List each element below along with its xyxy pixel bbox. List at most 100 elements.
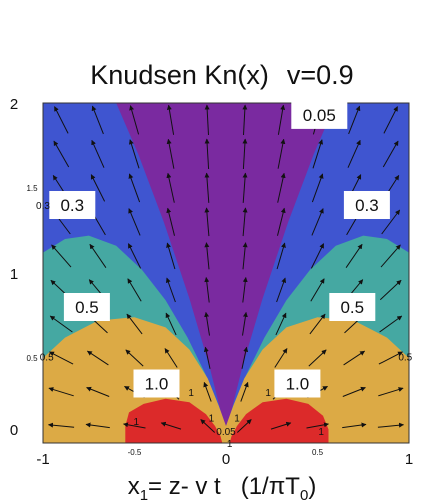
vector-arrow-90: [377, 422, 404, 428]
contour-level-label-box: [49, 191, 96, 219]
vector-arrow-95: [380, 244, 401, 268]
vector-arrow-45: [204, 242, 210, 270]
vector-arrow-92: [378, 351, 403, 365]
x-axis-label: x1= z- v t (1/πT0): [128, 473, 317, 503]
contour-edge-label-7: 1: [209, 414, 215, 425]
vector-arrow-78: [312, 139, 324, 169]
vector-arrow-32: [164, 348, 178, 368]
vector-arrow-10: [85, 422, 110, 429]
vector-arrow-35: [166, 242, 176, 270]
vector-arrow-46: [204, 207, 210, 237]
vector-arrow-0: [48, 422, 75, 428]
vector-arrow-17: [90, 174, 106, 202]
vector-arrow-18: [91, 139, 105, 168]
y-axis: 0 1 2 0.5 1.5: [10, 96, 38, 439]
contour-level-label-text: 0.05: [303, 106, 336, 125]
vector-arrow-44: [204, 277, 210, 303]
vector-arrow-5: [51, 244, 72, 268]
contour-edge-label-0: 0.3: [36, 201, 50, 212]
contour-edge-label-2: 0.5: [398, 352, 412, 363]
vector-arrow-76: [311, 208, 324, 236]
vector-arrow-20: [123, 422, 146, 429]
vector-arrow-69: [277, 104, 286, 135]
vector-arrow-41: [203, 381, 212, 402]
vector-arrow-99: [383, 106, 398, 134]
plot-frame: [42, 102, 410, 444]
x-tick-label-0: -1: [36, 451, 49, 468]
vector-arrow-75: [310, 243, 325, 269]
vector-arrow-8: [53, 140, 70, 168]
contour-level-label-text: 1.0: [145, 375, 169, 394]
y-tick-label-0: 0: [10, 422, 18, 439]
y-tick-label-2: 2: [10, 96, 18, 113]
vector-arrow-57: [242, 172, 248, 203]
contour-level-label-5: 1.0: [133, 369, 180, 398]
vector-arrow-59: [242, 104, 248, 136]
vector-arrow-25: [127, 243, 142, 269]
vector-arrow-58: [242, 138, 248, 170]
vector-arrow-81: [342, 386, 366, 397]
vector-arrow-88: [347, 139, 361, 168]
vector-arrow-22: [125, 349, 144, 367]
vector-arrow-91: [378, 387, 404, 397]
x-tick-label-1: 0: [222, 451, 230, 468]
vector-arrow-66: [277, 207, 286, 236]
vector-arrow-39: [166, 104, 175, 135]
vector-arrow-26: [128, 208, 141, 236]
vector-arrow-52: [241, 346, 249, 369]
x-axis: -1 0 1 -0.5 0.5: [36, 448, 413, 468]
vector-field: [48, 104, 404, 433]
vector-arrow-34: [165, 277, 176, 303]
contour-level-label-6: 1.0: [274, 369, 321, 398]
contour-level-label-1: 0.3: [49, 191, 96, 219]
vector-arrow-73: [309, 313, 326, 335]
vector-arrow-48: [204, 138, 210, 170]
vector-arrow-33: [165, 312, 177, 336]
vector-arrow-28: [128, 139, 140, 169]
vector-arrow-62: [274, 348, 288, 368]
vector-arrow-51: [240, 381, 249, 402]
contour-level-label-text: 0.3: [60, 196, 84, 215]
contour-edge-label-4: 1: [265, 388, 271, 399]
contour-level-label-box: [63, 293, 110, 321]
vector-arrow-11: [86, 386, 110, 397]
contour-level-label-3: 0.5: [63, 293, 110, 321]
vector-arrow-65: [276, 242, 286, 270]
vector-arrow-68: [277, 138, 286, 169]
title-main: Knudsen Kn(x): [90, 60, 269, 90]
region-below-0.05: [116, 103, 336, 430]
y-minor-tick-label-1: 1.5: [26, 184, 38, 193]
x-minor-tick-label-1: 0.5: [312, 448, 324, 457]
contour-edge-label-3: 1: [188, 388, 194, 399]
vector-arrow-47: [204, 172, 210, 203]
vector-arrow-77: [311, 173, 324, 203]
title-param: v=0.9: [287, 60, 354, 90]
contour-edge-label-9: 0.05: [216, 427, 236, 438]
vector-arrow-37: [166, 172, 175, 203]
vector-arrow-23: [126, 313, 143, 335]
vector-arrow-30: [160, 421, 182, 430]
vector-arrow-49: [204, 104, 210, 136]
contour-level-label-text: 0.5: [75, 298, 99, 317]
vector-arrow-53: [242, 311, 248, 336]
vector-arrow-2: [49, 351, 74, 365]
region-above-1.0-right: [229, 398, 329, 443]
chart-title: Knudsen Kn(x) v=0.9: [90, 60, 353, 90]
vector-arrow-43: [204, 311, 210, 336]
vector-arrow-74: [310, 278, 325, 302]
contour-edge-label-6: 1: [318, 427, 324, 438]
vector-arrow-56: [242, 207, 248, 237]
vector-arrow-93: [379, 315, 403, 333]
vector-arrow-15: [89, 243, 107, 268]
vector-arrow-63: [275, 312, 287, 336]
contour-level-label-box: [329, 293, 376, 321]
region-above-1.0-left: [125, 398, 223, 443]
vector-arrow-38: [166, 138, 175, 169]
plot-area: [42, 102, 410, 444]
contour-level-label-box: [133, 369, 180, 398]
contour-level-label-4: 0.5: [329, 293, 376, 321]
vector-arrow-40: [200, 419, 216, 433]
vector-arrow-96: [381, 209, 401, 235]
vector-arrow-89: [348, 105, 361, 135]
vector-arrow-80: [342, 422, 367, 429]
